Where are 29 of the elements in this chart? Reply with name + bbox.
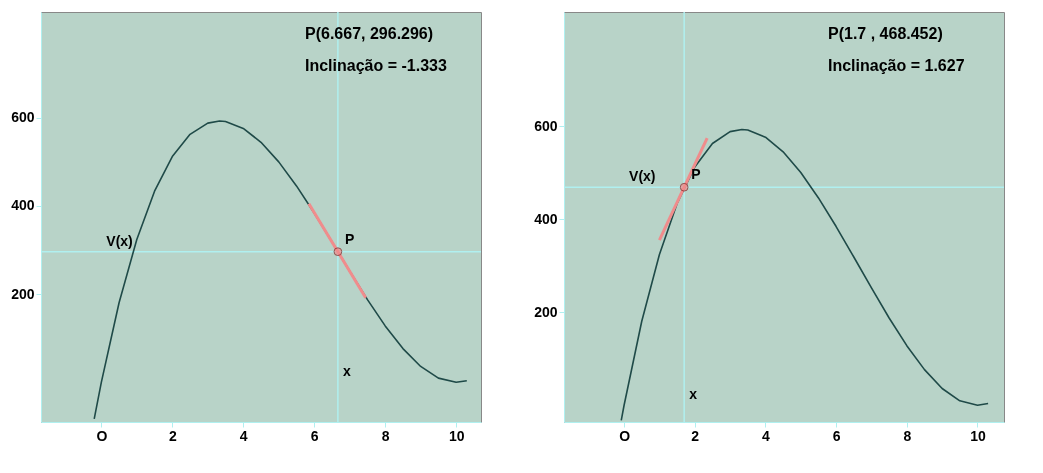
annotation: Inclinação = -1.333 [305,57,447,74]
line-series [620,128,989,422]
x-tick-label: 6 [832,427,841,444]
y-tick-label: 200 [534,303,558,320]
x-tick-label: 6 [310,427,319,444]
x-tick-label: 8 [903,427,912,444]
x-tick-label: O [96,427,108,444]
y-tick-label: 600 [11,109,35,126]
ref-line-label: V(x) [629,168,656,185]
ref-line-label: V(x) [106,232,133,249]
x-tick-label: 2 [691,427,700,444]
y-tick-label: 400 [534,210,558,227]
annotation: P [344,230,355,247]
annotation: P(1.7 , 468.452) [828,25,943,42]
annotation: P(6.667, 296.296) [305,25,434,42]
y-tick-label: 600 [534,117,558,134]
x-tick-label: 4 [239,427,248,444]
ref-line-label: x [342,363,351,380]
x-tick-label: 4 [762,427,771,444]
annotation: P [691,166,701,183]
annotation: Inclinação = 1.627 [828,57,965,74]
ref-line-label: x [689,386,698,403]
y-tick-label: 400 [11,197,35,214]
x-tick-label: 2 [168,427,177,444]
x-tick-label: 10 [970,427,986,444]
x-tick-label: O [619,427,631,444]
y-tick-label: 200 [11,285,35,302]
x-tick-label: 8 [381,427,390,444]
x-tick-label: 10 [448,427,465,444]
